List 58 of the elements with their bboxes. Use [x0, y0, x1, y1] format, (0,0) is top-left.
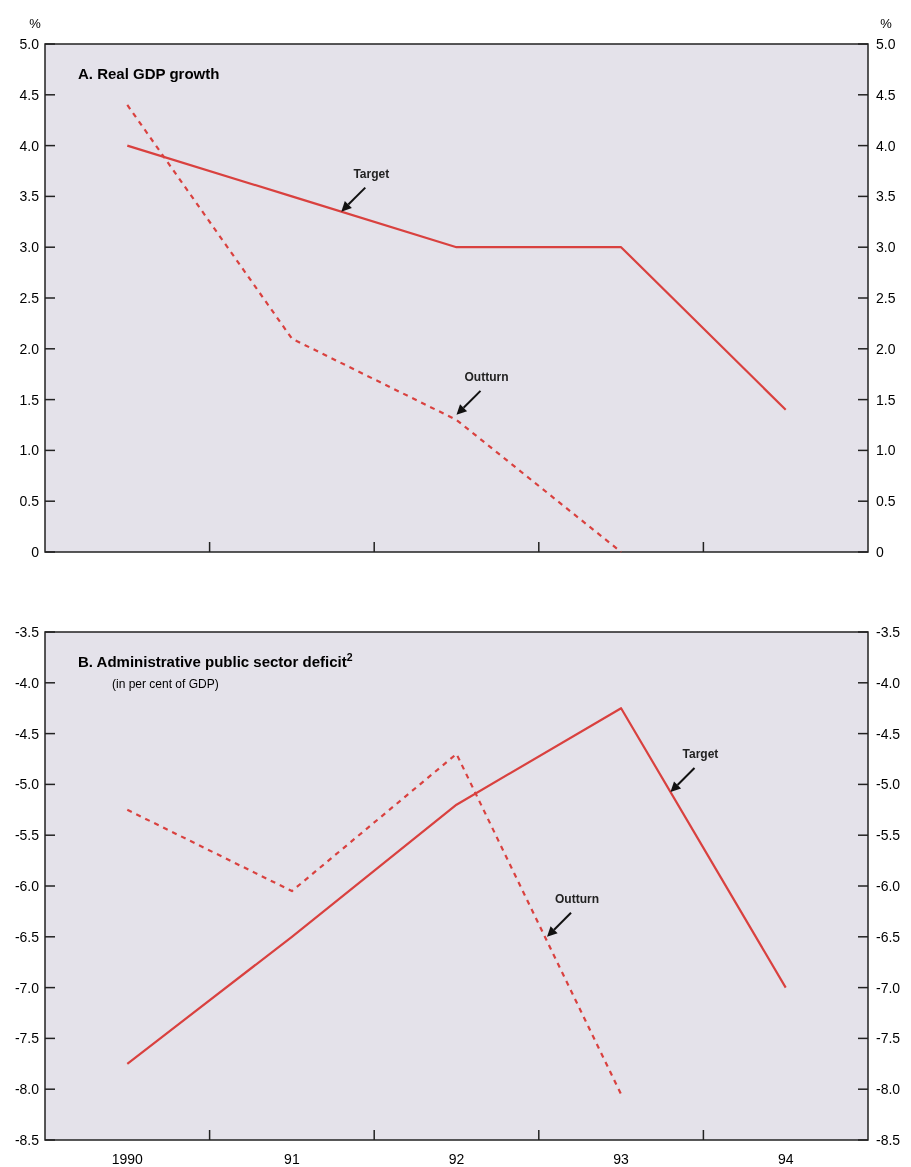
y-tick-label: 1.5 [19, 391, 40, 408]
y2-tick-label: 0 [876, 543, 884, 560]
x-tick-label: 93 [613, 1151, 630, 1167]
y2-tick-label: -5.5 [876, 827, 901, 844]
y2-tick-label: -8.5 [876, 1131, 901, 1148]
y2-tick-label: -4.0 [876, 674, 901, 691]
annotation: Target [682, 747, 719, 762]
y2-tick-label: -6.5 [876, 928, 901, 945]
y2-tick-label: 2.5 [876, 289, 896, 306]
y2-tick-label: -5.0 [876, 776, 901, 793]
y2-tick-label: 1.5 [876, 391, 896, 408]
y2-tick-label: 1.0 [876, 442, 896, 459]
y2-tick-label: -3.5 [876, 623, 901, 640]
y-tick-label: 3.5 [19, 188, 40, 205]
y-tick-label: 3.0 [19, 239, 40, 256]
annotation: Target [353, 166, 390, 181]
y-tick-label: -6.0 [14, 877, 40, 894]
y-tick-label: 4.5 [19, 86, 40, 103]
y2-tick-label: 2.0 [876, 340, 896, 357]
y2-axis-title: % [880, 16, 893, 31]
y-tick-label: -5.5 [14, 827, 40, 844]
y2-tick-label: 5.0 [876, 35, 896, 52]
y-tick-label: -8.0 [14, 1081, 40, 1098]
y2-tick-label: -4.5 [876, 725, 901, 742]
y-tick-label: 2.5 [19, 289, 40, 306]
x-tick-label: 1990 [111, 1151, 144, 1167]
y-tick-label: -6.5 [14, 928, 40, 945]
y-tick-label: -7.5 [14, 1030, 40, 1047]
x-tick-label: 92 [448, 1151, 465, 1167]
y2-tick-label: -6.0 [876, 877, 901, 894]
y-tick-label: -7.0 [14, 979, 40, 996]
y2-tick-label: -8.0 [876, 1081, 901, 1098]
y2-tick-label: -7.5 [876, 1030, 901, 1047]
text: (in per cent of GDP) [112, 677, 219, 691]
y-tick-label: 0 [31, 543, 40, 560]
y-tick-label: -4.5 [14, 725, 40, 742]
y-tick-label: -3.5 [14, 623, 40, 640]
text: A. Real GDP growth [78, 65, 220, 82]
y2-tick-label: 4.5 [876, 86, 896, 103]
text: B. Administrative public sector deficit$^{2}$ [78, 651, 353, 670]
x-tick-label: 91 [284, 1151, 300, 1167]
y-tick-label: 5.0 [19, 35, 40, 52]
y-tick-label: 0.5 [19, 493, 40, 510]
y-tick-label: 2.0 [19, 340, 40, 357]
y2-tick-label: 3.0 [876, 239, 896, 256]
y-axis-title: % [29, 16, 42, 31]
y-tick-label: 4.0 [19, 137, 40, 154]
y2-tick-label: -7.0 [876, 979, 901, 996]
annotation: Outturn [555, 891, 600, 906]
x-tick-label: 94 [777, 1151, 794, 1167]
y2-tick-label: 4.0 [876, 137, 896, 154]
y2-tick-label: 0.5 [876, 493, 896, 510]
y-tick-label: -5.0 [14, 776, 40, 793]
annotation: Outturn [464, 369, 509, 384]
y-tick-label: -4.0 [14, 674, 40, 691]
y2-tick-label: 3.5 [876, 188, 896, 205]
y-tick-label: -8.5 [14, 1131, 40, 1148]
y-tick-label: 1.0 [19, 442, 40, 459]
